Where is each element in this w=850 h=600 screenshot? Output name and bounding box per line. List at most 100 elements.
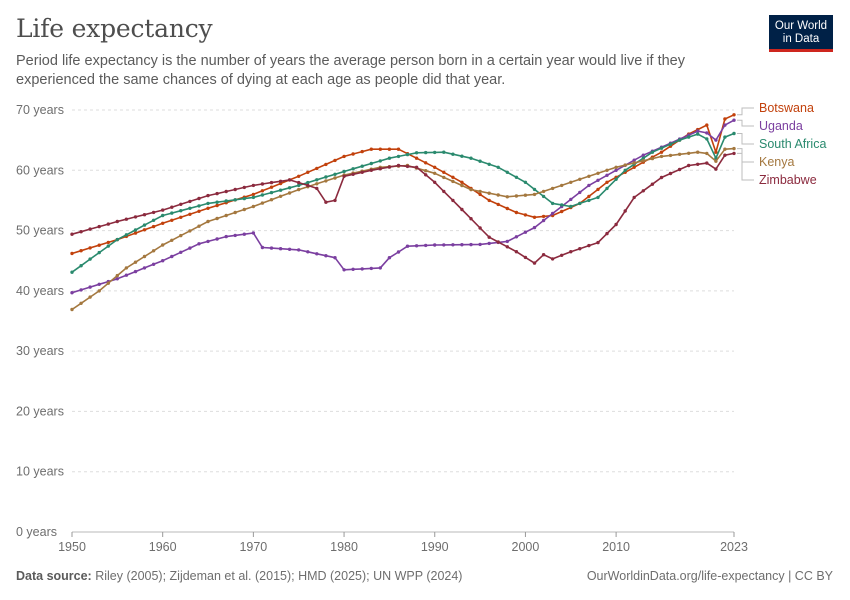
data-point-south-africa [106, 244, 111, 248]
data-point-uganda [188, 246, 192, 250]
data-point-kenya [269, 198, 274, 202]
data-point-uganda [179, 250, 183, 254]
data-point-south-africa [88, 257, 92, 261]
data-point-south-africa [414, 151, 419, 155]
data-point-south-africa [360, 164, 364, 168]
data-point-south-africa [124, 233, 129, 237]
chart-title: Life expectancy [16, 14, 213, 43]
legend-connector [737, 119, 754, 127]
data-point-south-africa [215, 200, 219, 204]
owid-logo[interactable]: Our World in Data [769, 15, 833, 52]
data-point-south-africa [442, 150, 446, 154]
data-point-botswana [251, 192, 256, 197]
data-point-south-africa [369, 161, 373, 166]
data-point-botswana [70, 251, 74, 256]
data-point-botswana [79, 249, 83, 253]
data-point-uganda [578, 190, 582, 195]
data-point-south-africa [396, 154, 401, 159]
data-source-label: Data source: [16, 569, 92, 583]
data-point-south-africa [687, 135, 691, 139]
data-point-uganda [487, 241, 491, 246]
data-point-botswana [97, 243, 101, 247]
data-source: Data source: Riley (2005); Zijdeman et a… [16, 569, 462, 583]
data-point-zimbabwe [124, 217, 129, 221]
data-point-botswana [161, 221, 165, 225]
legend-label-botswana: Botswana [759, 101, 814, 115]
data-point-zimbabwe [641, 189, 645, 193]
data-point-uganda [79, 288, 83, 292]
data-point-zimbabwe [97, 224, 101, 229]
data-point-kenya [442, 175, 446, 180]
x-tick-label: 1970 [239, 540, 267, 554]
data-point-uganda [514, 235, 519, 239]
data-point-zimbabwe [532, 261, 537, 265]
data-point-uganda [378, 266, 382, 270]
data-point-kenya [88, 295, 92, 299]
legend-label-south-africa: South Africa [759, 137, 826, 151]
data-point-kenya [287, 191, 292, 195]
data-point-uganda [278, 247, 283, 251]
data-point-zimbabwe [115, 219, 120, 224]
data-point-zimbabwe [215, 191, 219, 196]
data-point-botswana [351, 152, 355, 156]
data-point-kenya [650, 156, 655, 161]
data-point-south-africa [233, 198, 237, 202]
x-tick-label: 1980 [330, 540, 358, 554]
data-point-uganda [460, 243, 464, 247]
data-point-zimbabwe [170, 205, 174, 209]
series-lines[interactable] [70, 113, 736, 312]
data-point-botswana [632, 165, 636, 169]
data-point-kenya [496, 193, 500, 197]
data-point-south-africa [505, 170, 509, 174]
data-point-uganda [614, 168, 618, 172]
data-point-kenya [433, 171, 437, 175]
data-point-uganda [351, 267, 355, 271]
data-point-south-africa [469, 156, 473, 160]
data-point-botswana [297, 174, 301, 178]
data-point-south-africa [242, 196, 246, 201]
data-point-uganda [342, 268, 346, 272]
data-point-uganda [88, 285, 92, 289]
data-point-zimbabwe [659, 175, 664, 180]
data-point-south-africa [569, 204, 573, 209]
data-point-uganda [424, 243, 428, 248]
data-point-south-africa [297, 183, 301, 188]
data-point-uganda [360, 267, 364, 271]
data-point-uganda [433, 243, 437, 247]
data-point-uganda [197, 242, 201, 246]
legend[interactable]: Botswana Uganda South Africa Kenya Zimbabwe [737, 101, 826, 187]
data-point-uganda [206, 239, 210, 244]
data-point-uganda [297, 248, 301, 252]
y-tick-label: 30 years [16, 344, 64, 358]
data-point-zimbabwe [469, 217, 473, 221]
data-point-south-africa [269, 190, 274, 195]
data-point-south-africa [251, 195, 256, 200]
data-point-kenya [79, 301, 83, 305]
data-point-botswana [560, 209, 564, 214]
license-link[interactable]: OurWorldinData.org/life-expectancy | CC … [586, 569, 833, 583]
data-point-kenya [333, 176, 337, 180]
data-point-zimbabwe [161, 208, 165, 212]
data-point-zimbabwe [414, 165, 419, 169]
data-point-uganda [124, 273, 129, 277]
data-point-zimbabwe [79, 230, 83, 234]
data-point-kenya [460, 183, 464, 188]
data-point-botswana [514, 210, 519, 215]
data-point-south-africa [387, 156, 392, 160]
data-point-south-africa [668, 142, 673, 146]
data-point-south-africa [179, 209, 183, 213]
data-point-south-africa [596, 195, 600, 200]
data-point-south-africa [70, 270, 74, 274]
data-point-south-africa [732, 131, 736, 136]
data-point-botswana [179, 215, 183, 219]
data-point-uganda [315, 252, 319, 256]
data-point-kenya [587, 174, 591, 178]
data-point-south-africa [496, 165, 500, 169]
data-point-zimbabwe [278, 179, 283, 183]
data-point-south-africa [378, 159, 382, 163]
x-tick-label: 1950 [58, 540, 86, 554]
data-point-kenya [687, 151, 691, 155]
data-point-kenya [605, 168, 609, 172]
data-point-south-africa [188, 206, 192, 210]
data-point-kenya [514, 194, 519, 198]
